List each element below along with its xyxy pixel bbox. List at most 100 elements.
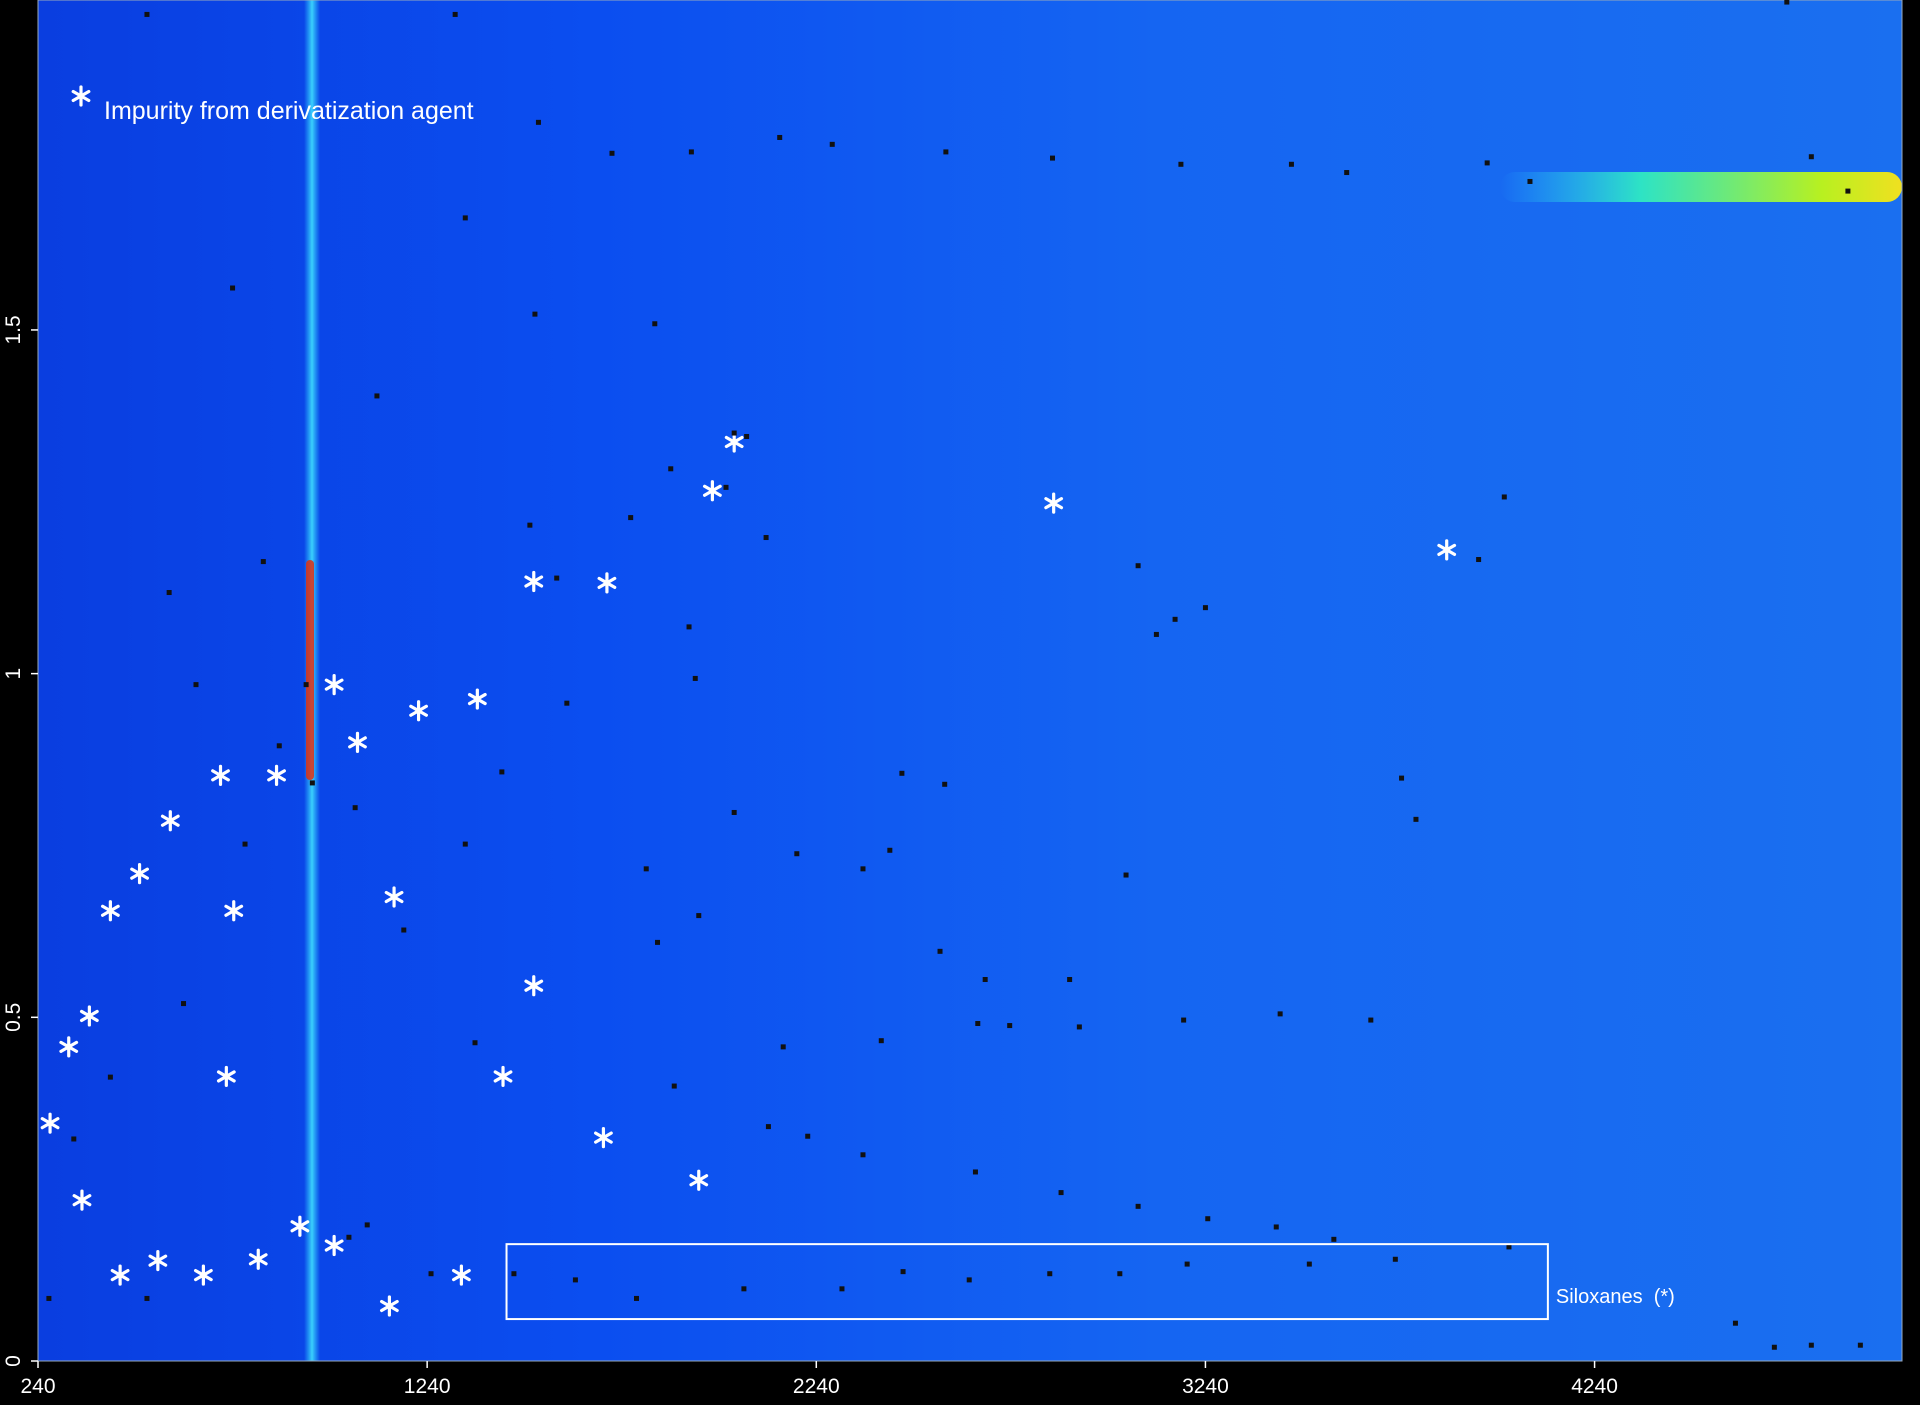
peak-marker [696, 913, 702, 919]
peak-marker [609, 150, 615, 156]
peak-marker [634, 1295, 640, 1301]
peak-marker [643, 866, 649, 872]
impurity-marker [380, 1295, 399, 1317]
peak-marker [144, 1295, 150, 1301]
impurity-marker [409, 700, 428, 722]
impurity-marker [1437, 539, 1457, 561]
peak-marker [1808, 154, 1814, 160]
peak-marker [975, 1020, 981, 1026]
peak-marker [1771, 1344, 1777, 1350]
impurity-marker [689, 1169, 709, 1191]
peak-marker [1857, 1342, 1863, 1348]
peak-marker [1007, 1023, 1013, 1029]
peak-marker [1117, 1271, 1123, 1277]
peak-marker [1067, 977, 1073, 983]
x-tick-label: 240 [20, 1375, 55, 1398]
peak-marker [628, 515, 634, 521]
peak-marker [942, 781, 948, 787]
peak-marker [1344, 170, 1350, 176]
peak-marker [1501, 494, 1507, 500]
peak-marker [1413, 816, 1419, 822]
peak-marker [511, 1271, 517, 1277]
peak-marker [1178, 161, 1184, 167]
peak-marker [860, 1152, 866, 1158]
peak-marker [878, 1038, 884, 1044]
impurity-marker [493, 1065, 513, 1088]
peak-marker [1288, 161, 1294, 167]
peak-marker [166, 590, 172, 596]
peak-marker [352, 805, 358, 811]
impurity-marker [224, 900, 244, 922]
peak-marker [731, 809, 737, 815]
peak-marker [527, 522, 533, 528]
peak-marker [1135, 1203, 1141, 1209]
x-tick-label: 3240 [1182, 1375, 1229, 1398]
peak-marker [692, 675, 698, 681]
impurity-marker [451, 1264, 471, 1286]
impurity-marker [130, 863, 149, 885]
peak-marker [723, 484, 729, 490]
peak-marker [309, 780, 315, 786]
peak-marker [1845, 188, 1851, 194]
peak-marker [671, 1083, 677, 1089]
peak-marker [401, 927, 407, 933]
heatmap [37, 0, 1903, 1362]
peak-marker [900, 1269, 906, 1275]
peak-marker [805, 1133, 811, 1139]
peak-marker [452, 11, 458, 17]
peak-marker [1392, 1256, 1398, 1262]
peak-marker [71, 1136, 77, 1142]
peak-marker [731, 430, 737, 436]
impurity-marker [193, 1264, 213, 1286]
region-label: Siloxanes (*) [1556, 1286, 1675, 1308]
plot-frame [37, 0, 1903, 1362]
peak-marker [860, 866, 866, 872]
peak-marker [887, 847, 893, 853]
peak-marker [193, 682, 199, 688]
peak-marker [652, 321, 658, 327]
peak-marker [943, 149, 949, 155]
peak-marker [1181, 1017, 1187, 1023]
peak-marker [499, 769, 505, 775]
y-tick-label: 0.5 [2, 1003, 25, 1032]
peak-marker [777, 134, 783, 140]
peak-marker [780, 1044, 786, 1050]
peak-marker [1399, 775, 1405, 781]
impurity-marker [290, 1215, 310, 1237]
peak-marker [972, 1169, 978, 1175]
peak-marker [428, 1271, 434, 1277]
peak-marker [1277, 1011, 1283, 1017]
peak-marker [982, 977, 988, 983]
peak-marker [1153, 631, 1159, 637]
impurity-marker [248, 1248, 268, 1270]
x-tick-label: 2240 [793, 1375, 840, 1398]
peak-marker [564, 700, 570, 706]
peak-marker [535, 119, 541, 125]
impurity-marker [267, 764, 286, 786]
peak-marker [144, 11, 150, 17]
peak-marker [276, 743, 282, 749]
peak-marker [966, 1277, 972, 1283]
peak-marker [46, 1295, 52, 1301]
x-tick-label: 4240 [1571, 1375, 1618, 1398]
peak-marker [1047, 1271, 1053, 1277]
peak-marker [1058, 1190, 1064, 1196]
peak-marker [1306, 1261, 1312, 1267]
impurity-marker [324, 1234, 344, 1257]
peak-marker [1331, 1236, 1337, 1242]
peak-marker [1476, 557, 1482, 563]
peak-marker [829, 141, 835, 147]
peak-marker [655, 939, 661, 945]
peak-marker [462, 215, 468, 221]
peak-marker [686, 624, 692, 630]
peak-marker [794, 851, 800, 857]
region-box [505, 1243, 1549, 1321]
impurity-marker [594, 1127, 613, 1149]
peak-marker [554, 575, 560, 581]
impurity-marker [100, 900, 120, 922]
peak-marker [1135, 563, 1141, 569]
impurity-marker [384, 886, 404, 908]
heatmap-band [1500, 172, 1902, 202]
peak-marker [1732, 1320, 1738, 1326]
